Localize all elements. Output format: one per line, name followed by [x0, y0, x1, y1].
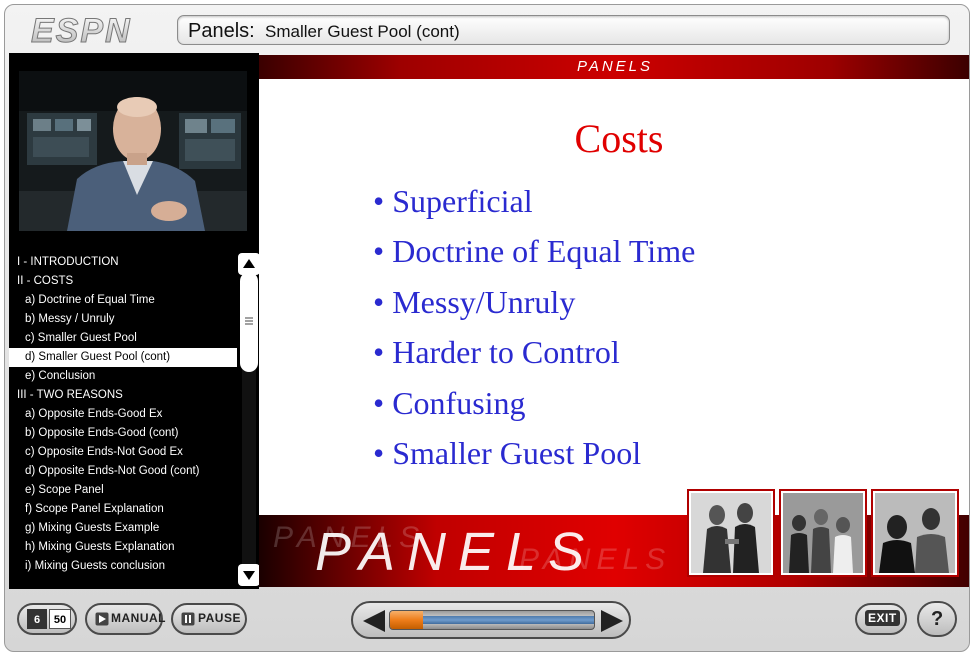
control-bar: 6 50 MANUAL PAUSE [5, 589, 969, 651]
header: ESPN Panels: Smaller Guest Pool (cont) [5, 5, 969, 53]
toc-item-introduction[interactable]: I - INTRODUCTION [17, 256, 119, 268]
toc-item[interactable]: a) Doctrine of Equal Time [25, 294, 155, 306]
player-window: ESPN Panels: Smaller Guest Pool (cont) [4, 4, 970, 652]
toc-item[interactable]: d) Opposite Ends-Not Good (cont) [25, 465, 200, 477]
play-icon [95, 612, 109, 626]
next-arrow-icon[interactable] [597, 607, 627, 635]
bullet-item: • Superficial [373, 183, 533, 219]
pause-button[interactable]: PAUSE [171, 603, 247, 635]
toc-item[interactable]: e) Conclusion [25, 370, 96, 382]
bullet-item: • Confusing [373, 385, 526, 421]
svg-text:ESPN: ESPN [31, 13, 132, 47]
toc-item-costs[interactable]: II - COSTS [17, 275, 74, 287]
footer-watermark: PANELS [273, 521, 426, 554]
scroll-down-button[interactable] [238, 564, 260, 586]
slide-counter[interactable]: 6 50 [17, 603, 77, 635]
footer-title: PANELS [315, 522, 597, 582]
pause-icon [181, 612, 195, 626]
toc-item[interactable]: f) Scope Panel Explanation [25, 503, 164, 515]
lesson-title: Smaller Guest Pool (cont) [265, 22, 460, 41]
toc-item[interactable]: c) Opposite Ends-Not Good Ex [25, 446, 183, 458]
arrow-up-icon [243, 259, 255, 268]
previous-arrow-icon[interactable] [359, 607, 389, 635]
toc-item[interactable]: i) Mixing Guests conclusion [25, 560, 165, 572]
bullet-item: • Messy/Unruly [373, 284, 576, 320]
manual-label: MANUAL [111, 611, 166, 625]
toc-item[interactable]: b) Messy / Unruly [25, 313, 115, 325]
slide-heading: Costs [574, 116, 664, 161]
toc-item[interactable]: e) Scope Panel [25, 484, 104, 496]
slide-banner: PANELS [259, 55, 969, 79]
progress-indicator [390, 611, 423, 629]
total-slides: 50 [49, 609, 71, 629]
scroll-thumb[interactable] [240, 272, 258, 372]
toc-item[interactable]: b) Opposite Ends-Good (cont) [25, 427, 179, 439]
toc-item[interactable]: h) Mixing Guests Explanation [25, 541, 175, 553]
toc-item[interactable]: g) Mixing Guests Example [25, 522, 160, 534]
toc-item[interactable]: c) Smaller Guest Pool [25, 332, 137, 344]
toc-scrollbar[interactable] [238, 253, 260, 586]
slide: PANELS Costs • Superficial • Doctrine of… [259, 55, 969, 587]
progress-bar[interactable] [389, 610, 595, 630]
toc-item-two-reasons[interactable]: III - TWO REASONS [17, 389, 123, 401]
scroll-up-button[interactable] [238, 253, 260, 275]
presenter-video[interactable] [19, 71, 247, 231]
arrow-down-icon [243, 571, 255, 580]
table-of-contents: I - INTRODUCTION II - COSTS a) Doctrine … [9, 253, 237, 585]
section-title: Panels: [188, 20, 255, 42]
exit-button[interactable]: EXIT [855, 603, 907, 635]
grip-icon [245, 317, 253, 325]
progress-track-fill [390, 616, 594, 624]
manual-button[interactable]: MANUAL [85, 603, 166, 635]
bullet-item: • Smaller Guest Pool [373, 435, 642, 471]
banner-label: PANELS [576, 58, 654, 75]
help-button[interactable]: ? [917, 601, 957, 637]
title-bar: Panels: Smaller Guest Pool (cont) [177, 15, 950, 45]
toc-item[interactable]: a) Opposite Ends-Good Ex [25, 408, 163, 420]
navigation-bar [351, 601, 631, 639]
footer-watermark: PANELS [519, 543, 672, 576]
bullet-item: • Doctrine of Equal Time [373, 233, 696, 269]
exit-label: EXIT [865, 610, 900, 626]
toc-item-selected[interactable]: d) Smaller Guest Pool (cont) [9, 348, 237, 367]
help-icon: ? [931, 608, 944, 630]
pause-label: PAUSE [198, 611, 241, 625]
current-slide-number: 6 [27, 609, 47, 629]
photo-conversation [871, 489, 959, 577]
espn-logo: ESPN [31, 13, 132, 47]
photo-handshake [687, 489, 775, 577]
photo-group [779, 489, 867, 577]
bullet-item: • Harder to Control [373, 334, 620, 370]
sidebar: I - INTRODUCTION II - COSTS a) Doctrine … [9, 53, 260, 589]
